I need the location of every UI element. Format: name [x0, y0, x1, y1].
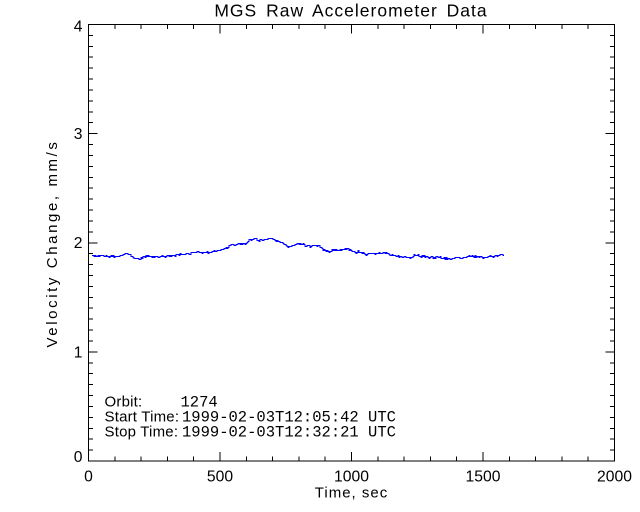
svg-text:Velocity Change, mm/s: Velocity Change, mm/s [44, 140, 61, 348]
svg-text:500: 500 [207, 469, 233, 486]
svg-text:2000: 2000 [597, 469, 632, 486]
svg-text:1274: 1274 [181, 394, 218, 412]
svg-text:3: 3 [74, 126, 83, 143]
svg-text:0: 0 [84, 469, 93, 486]
svg-text:MGS Raw Accelerometer Data: MGS Raw Accelerometer Data [214, 1, 487, 21]
svg-text:1999-02-03T12:05:42 UTC: 1999-02-03T12:05:42 UTC [182, 409, 396, 427]
svg-text:Orbit:: Orbit: [105, 394, 143, 411]
svg-text:1000: 1000 [334, 469, 369, 486]
svg-text:1: 1 [74, 344, 83, 361]
svg-text:Time, sec: Time, sec [315, 485, 388, 502]
svg-text:2: 2 [74, 235, 83, 252]
svg-text:1999-02-03T12:32:21 UTC: 1999-02-03T12:32:21 UTC [182, 424, 396, 442]
svg-text:Stop Time:: Stop Time: [105, 424, 179, 441]
svg-text:0: 0 [74, 449, 83, 466]
svg-text:4: 4 [74, 18, 83, 35]
svg-text:1500: 1500 [466, 469, 501, 486]
svg-text:Start Time:: Start Time: [105, 409, 180, 426]
